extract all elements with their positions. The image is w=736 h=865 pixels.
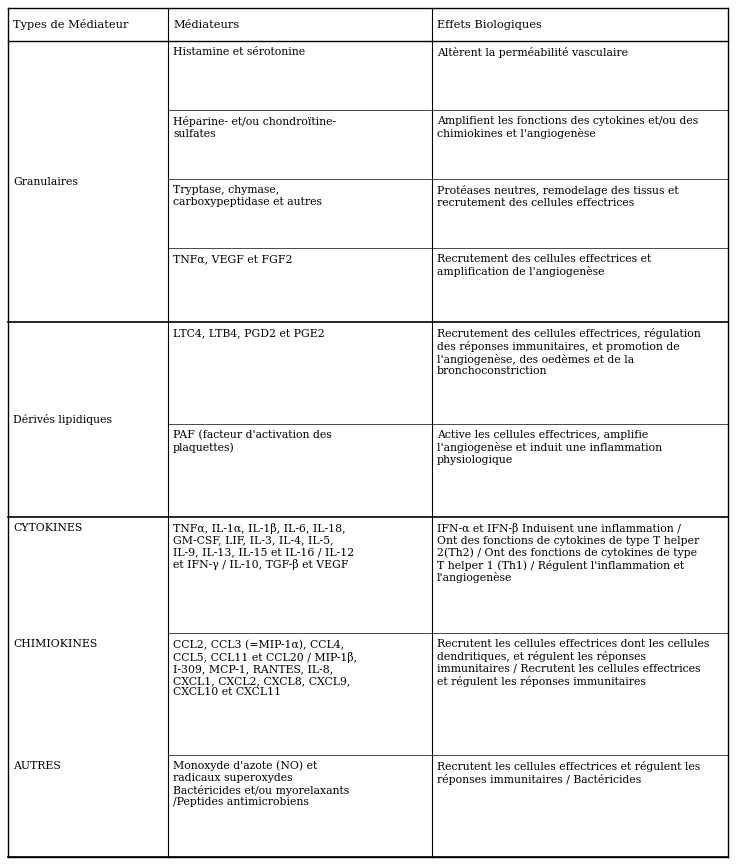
Text: Dérivés lipidiques: Dérivés lipidiques: [13, 414, 112, 425]
Text: Recrutent les cellules effectrices et régulent les
réponses immunitaires / Bacté: Recrutent les cellules effectrices et ré…: [437, 760, 700, 785]
Text: Recrutent les cellules effectrices dont les cellules
dendritiques, et régulent l: Recrutent les cellules effectrices dont …: [437, 639, 710, 687]
Text: TNFα, VEGF et FGF2: TNFα, VEGF et FGF2: [173, 254, 292, 264]
Text: IFN-α et IFN-β Induisent une inflammation /
Ont des fonctions de cytokines de ty: IFN-α et IFN-β Induisent une inflammatio…: [437, 523, 699, 583]
Text: Médiateurs: Médiateurs: [173, 20, 239, 29]
Text: Types de Médiateur: Types de Médiateur: [13, 19, 129, 30]
Text: Effets Biologiques: Effets Biologiques: [437, 20, 542, 29]
Text: Active les cellules effectrices, amplifie
l'angiogenèse et induit une inflammati: Active les cellules effectrices, amplifi…: [437, 430, 662, 465]
Text: Monoxyde d'azote (NO) et
radicaux superoxydes
Bactéricides et/ou myorelaxants
/P: Monoxyde d'azote (NO) et radicaux supero…: [173, 760, 350, 807]
Text: Tryptase, chymase,
carboxypeptidase et autres: Tryptase, chymase, carboxypeptidase et a…: [173, 185, 322, 207]
Text: CYTOKINES: CYTOKINES: [13, 523, 82, 533]
Text: Recrutement des cellules effectrices, régulation
des réponses immunitaires, et p: Recrutement des cellules effectrices, ré…: [437, 328, 701, 376]
Text: AUTRES: AUTRES: [13, 760, 61, 771]
Text: Amplifient les fonctions des cytokines et/ou des
chimiokines et l'angiogenèse: Amplifient les fonctions des cytokines e…: [437, 116, 698, 139]
Text: Altèrent la perméabilité vasculaire: Altèrent la perméabilité vasculaire: [437, 48, 628, 58]
Text: Histamine et sérotonine: Histamine et sérotonine: [173, 48, 305, 57]
Text: Héparine- et/ou chondroïtine-
sulfates: Héparine- et/ou chondroïtine- sulfates: [173, 116, 336, 139]
Text: Protéases neutres, remodelage des tissus et
recrutement des cellules effectrices: Protéases neutres, remodelage des tissus…: [437, 185, 679, 208]
Text: LTC4, LTB4, PGD2 et PGE2: LTC4, LTB4, PGD2 et PGE2: [173, 328, 325, 338]
Text: TNFα, IL-1α, IL-1β, IL-6, IL-18,
GM-CSF, LIF, IL-3, IL-4, IL-5,
IL-9, IL-13, IL-: TNFα, IL-1α, IL-1β, IL-6, IL-18, GM-CSF,…: [173, 523, 354, 570]
Text: Granulaires: Granulaires: [13, 176, 78, 187]
Text: CHIMIOKINES: CHIMIOKINES: [13, 639, 97, 650]
Text: Recrutement des cellules effectrices et
amplification de l'angiogenèse: Recrutement des cellules effectrices et …: [437, 254, 651, 277]
Text: PAF (facteur d'activation des
plaquettes): PAF (facteur d'activation des plaquettes…: [173, 430, 332, 452]
Text: CCL2, CCL3 (=MIP-1α), CCL4,
CCL5, CCL11 et CCL20 / MIP-1β,
I-309, MCP-1, RANTES,: CCL2, CCL3 (=MIP-1α), CCL4, CCL5, CCL11 …: [173, 639, 357, 697]
